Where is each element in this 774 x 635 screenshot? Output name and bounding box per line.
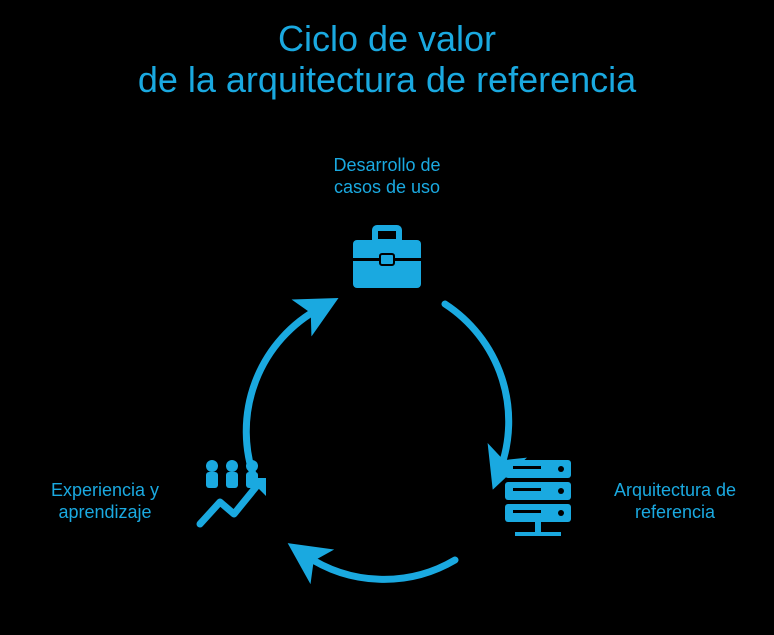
arc-right-to-left [305, 555, 455, 579]
people-chart-icon [200, 460, 266, 524]
diagram-stage: Ciclo de valor de la arquitectura de ref… [0, 0, 774, 635]
arc-left-to-top [246, 308, 320, 480]
server-icon [505, 460, 571, 536]
briefcase-icon [353, 228, 421, 288]
arc-top-to-right [445, 304, 509, 470]
cycle-svg [0, 0, 774, 635]
